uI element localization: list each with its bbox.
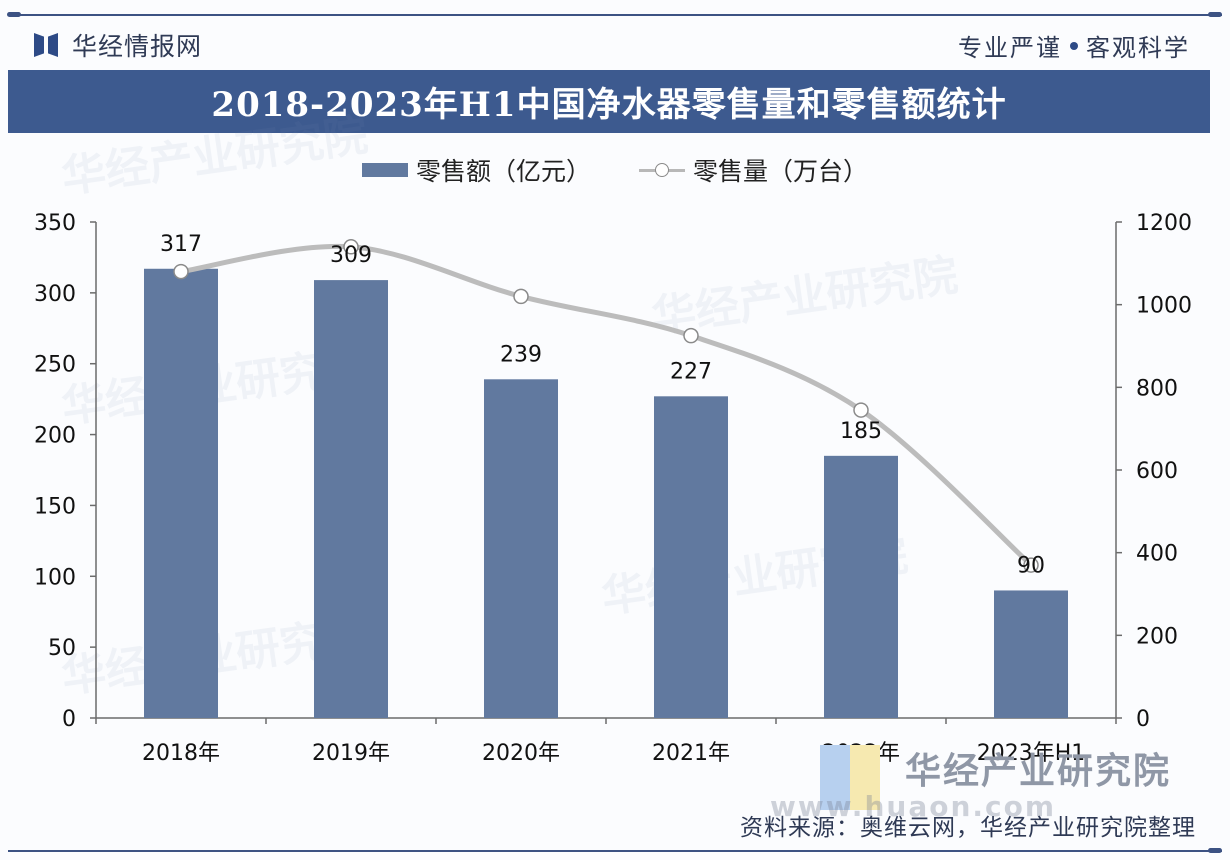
- top-rule: [8, 14, 1222, 16]
- y-left-tick-label: 200: [34, 424, 76, 449]
- y-left-tick-label: 300: [34, 282, 76, 307]
- bar-data-label: 239: [500, 342, 542, 367]
- y-left-tick-label: 50: [48, 636, 76, 661]
- slogan-right: 客观科学: [1086, 34, 1190, 62]
- slogan-left: 专业严谨: [958, 34, 1062, 62]
- line-series-retail-volume: [173, 239, 1039, 573]
- bar-retail-sales: [484, 379, 558, 718]
- legend: 零售额（亿元） 零售量（万台）: [0, 152, 1230, 188]
- line-point-retail-volume: [513, 288, 529, 305]
- chart-title: 2018-2023年H1中国净水器零售量和零售额统计: [211, 85, 1007, 125]
- y-right-tick-label: 200: [1136, 624, 1178, 649]
- y-axis-left: 0 50 100 150 200 250 300 350: [34, 211, 97, 732]
- bar-data-label: 227: [670, 359, 712, 384]
- y-right-tick-label: 800: [1136, 376, 1178, 401]
- bullet-dot-icon: [1070, 41, 1078, 50]
- top-rule-cap-left: [7, 12, 21, 17]
- x-tick-label: 2023年H1: [977, 741, 1086, 766]
- brand: 华经情报网: [34, 28, 202, 62]
- legend-item-retail-sales: 零售额（亿元）: [361, 152, 591, 188]
- slogan: 专业严谨 客观科学: [958, 28, 1190, 63]
- title-bar: 2018-2023年H1中国净水器零售量和零售额统计: [8, 70, 1210, 133]
- x-tick-label: 2021年: [652, 741, 730, 766]
- bar-retail-sales: [144, 268, 218, 718]
- bar-retail-sales: [654, 396, 728, 718]
- watermark-logo-icon: [820, 745, 880, 810]
- y-right-tick-label: 1200: [1136, 211, 1192, 236]
- line-point-retail-volume: [683, 327, 699, 344]
- legend-line-marker-icon: [639, 163, 685, 177]
- y-left-tick-label: 350: [34, 211, 76, 236]
- bar-data-label: 309: [330, 243, 372, 268]
- bar-series-retail-sales: [144, 268, 1068, 718]
- legend-bar-swatch-icon: [361, 163, 408, 177]
- line-point-retail-volume: [853, 402, 869, 418]
- bar-retail-sales: [994, 590, 1068, 718]
- bar-data-label: 90: [1017, 553, 1045, 578]
- legend-item-retail-volume: 零售量（万台）: [639, 152, 868, 188]
- y-left-tick-label: 100: [34, 565, 76, 590]
- bar-data-labels: 317 309 239 227 185 90: [160, 232, 1045, 579]
- watermark-url: www.huaon.com: [770, 790, 1057, 823]
- x-tick-label: 2020年: [482, 741, 560, 766]
- bottom-rule-cap: [1208, 848, 1222, 853]
- line-point-retail-volume: [343, 239, 359, 255]
- x-tick-label: 2019年: [312, 741, 390, 766]
- y-right-tick-label: 0: [1136, 707, 1150, 732]
- source-note: 资料来源：奥维云网，华经产业研究院整理: [740, 815, 1196, 841]
- bar-data-label: 317: [160, 232, 202, 257]
- top-rule-cap-right: [1208, 12, 1222, 17]
- line-retail-volume: [178, 243, 1034, 568]
- legend-label-retail-volume: 零售量（万台）: [693, 157, 869, 186]
- bar-data-label: 185: [840, 419, 882, 444]
- line-point-retail-volume: [173, 263, 189, 280]
- bottom-rule: [8, 850, 1222, 852]
- y-right-tick-label: 1000: [1136, 294, 1192, 319]
- watermark-brand: 华经产业研究院: [905, 751, 1172, 792]
- y-right-tick-label: 600: [1136, 459, 1178, 484]
- y-axis-right: 0 200 400 600 800 1000 1200: [1115, 211, 1192, 732]
- line-point-retail-volume: [1023, 557, 1039, 573]
- bar-retail-sales: [314, 280, 388, 718]
- bar-retail-sales: [824, 455, 898, 718]
- legend-label-retail-sales: 零售额（亿元）: [415, 157, 591, 186]
- brand-logo-icon: [34, 31, 58, 59]
- x-tick-label: 2018年: [142, 741, 220, 766]
- y-left-tick-label: 150: [34, 494, 76, 519]
- y-right-tick-label: 400: [1136, 542, 1178, 567]
- brand-name: 华经情报网: [72, 32, 203, 61]
- y-left-tick-label: 250: [34, 353, 76, 378]
- y-left-tick-label: 0: [62, 707, 76, 732]
